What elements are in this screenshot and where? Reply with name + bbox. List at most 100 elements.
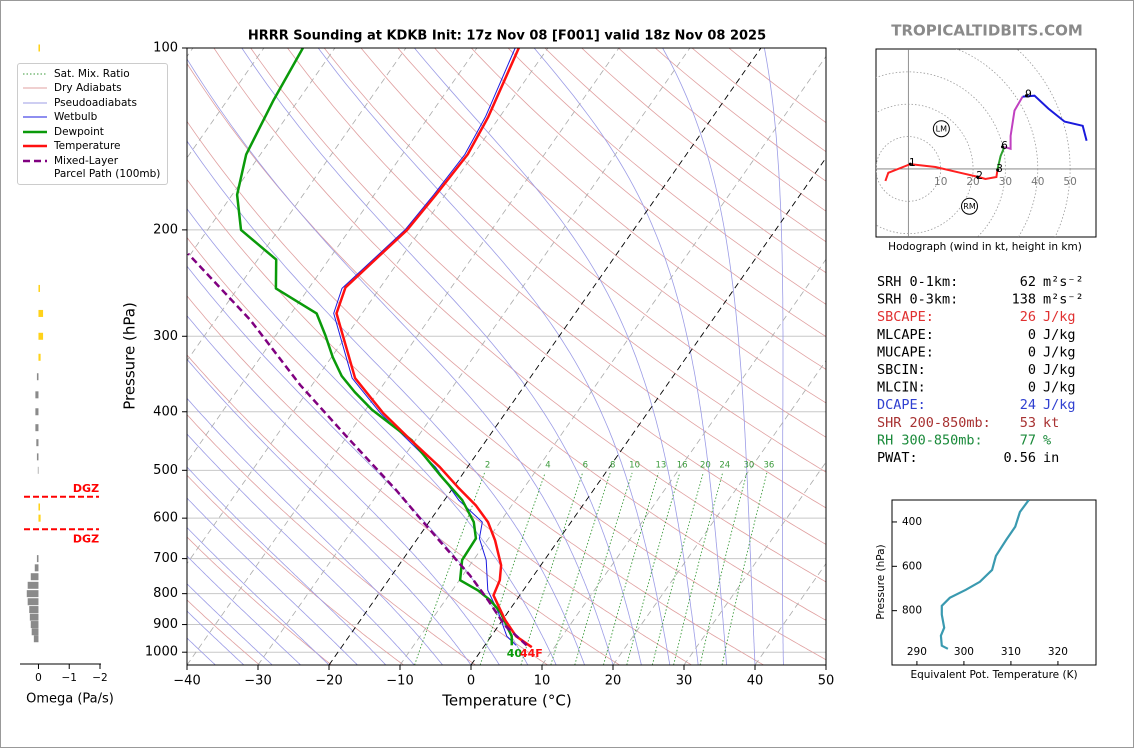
- x-tick-label: 10: [534, 674, 551, 689]
- omega-bar: [36, 555, 39, 563]
- x-tick-label: −20: [315, 674, 342, 689]
- mixing-ratio-label: 30: [743, 461, 754, 471]
- hodo-ring-label: 40: [1031, 176, 1044, 188]
- legend-entry: Wetbulb: [22, 111, 163, 124]
- legend-label: Dry Adiabats: [54, 82, 122, 94]
- legend-entry: Dry Adiabats: [22, 82, 163, 95]
- hodo-ring-label: 10: [934, 176, 947, 188]
- mixing-ratio-line: [574, 472, 633, 665]
- omega-bar: [38, 514, 41, 522]
- pseudoadiabat: [187, 397, 443, 665]
- hodo-ring-label: 20: [966, 176, 979, 188]
- x-tick-label: 0: [467, 674, 475, 689]
- height-label: 6: [1001, 140, 1008, 152]
- dry-adiabat: [187, 414, 476, 665]
- dry-adiabat: [187, 354, 548, 665]
- mixing-ratio-line: [651, 472, 704, 665]
- mixing-ratio-label: 2: [485, 461, 490, 471]
- pseudoadiabat: [187, 555, 301, 665]
- stat-label: PWAT:: [877, 450, 918, 466]
- dgz-label: DGZ: [73, 532, 99, 545]
- x-axis-label: Temperature (°C): [441, 692, 571, 710]
- pseudoadiabat: [241, 48, 642, 665]
- x-tick-label: −30: [244, 674, 271, 689]
- pseudoadiabat: [187, 527, 330, 665]
- stat-value: 0: [1028, 327, 1036, 343]
- height-marker: [976, 175, 980, 179]
- mixing-ratio-line: [414, 472, 485, 665]
- isotherm: [470, 157, 826, 665]
- storm-motion-marker: [961, 197, 978, 215]
- hodo-line: [1022, 94, 1088, 141]
- isotherm: [612, 360, 826, 665]
- dry-adiabat: [213, 48, 826, 583]
- pseudoadiabat: [764, 48, 784, 665]
- y-tick-label: 100: [153, 41, 178, 56]
- height-label: 9: [1025, 89, 1032, 101]
- legend-swatch: [23, 159, 47, 162]
- omega-bar: [27, 598, 39, 606]
- stat-value: 77: [1020, 432, 1036, 448]
- pseudoadiabat: [187, 58, 614, 665]
- mixing-ratio-label: 10: [629, 461, 640, 471]
- isotherm: [399, 55, 826, 665]
- height-label: 2: [976, 170, 983, 182]
- pseudoadiabat: [187, 466, 387, 665]
- theta-e-line: [939, 500, 1030, 650]
- pseudoadiabat: [187, 315, 500, 665]
- legend-swatch: [23, 144, 47, 148]
- dry-adiabat: [360, 48, 826, 438]
- legend: Sat. Mix. Ratio Dry Adiabats Pseudoadiabat…: [17, 63, 168, 185]
- stat-value: 24: [1020, 397, 1036, 413]
- y-tick-label: 600: [153, 511, 178, 526]
- profile-line: [335, 48, 533, 649]
- hodo-ring: [876, 71, 1006, 237]
- dry-adiabat: [187, 120, 826, 661]
- pseudoadiabat: [187, 433, 415, 665]
- mixing-ratio-line: [479, 472, 546, 665]
- stat-value: 0: [1028, 344, 1036, 360]
- dry-adiabat: [187, 536, 332, 665]
- omega-bar: [30, 573, 39, 581]
- pseudoadiabat: [187, 358, 472, 665]
- y-tick-label: 300: [153, 329, 178, 344]
- chart-title: HRRR Sounding at KDKB Init: 17z Nov 08 […: [248, 29, 766, 44]
- surface-temp-label: 44F: [520, 647, 543, 660]
- stat-unit: kt: [1043, 415, 1059, 431]
- dry-adiabat: [287, 48, 826, 509]
- mixing-ratio-label: 13: [655, 461, 666, 471]
- stat-value: 26: [1020, 309, 1036, 325]
- pseudoadiabat: [187, 610, 245, 665]
- stat-label: MLCIN:: [877, 380, 926, 396]
- legend-entry: Dewpoint: [22, 126, 163, 139]
- legend-label: Wetbulb: [54, 111, 98, 123]
- dgz-label: DGZ: [73, 482, 99, 495]
- omega-bar: [31, 628, 39, 636]
- hodograph-area: 10 20 30 40 50 1 2 3 6 9 LM RM: [876, 49, 1096, 237]
- omega-bar: [38, 503, 40, 511]
- omega-bar: [36, 373, 39, 381]
- omega-bar: [37, 466, 39, 474]
- y-tick-label: 600: [902, 560, 922, 572]
- dry-adiabat: [323, 48, 826, 473]
- stat-value: 0: [1028, 362, 1036, 378]
- omega-bar: [26, 590, 39, 598]
- theta-e-x-label: Equivalent Pot. Temperature (K): [910, 669, 1077, 681]
- storm-motion-label: LM: [936, 125, 947, 134]
- y-tick-label: 500: [153, 463, 178, 478]
- stat-label: DCAPE:: [877, 397, 926, 413]
- x-tick-label: 50: [818, 674, 835, 689]
- height-label: 3: [996, 163, 1003, 175]
- mixing-ratio-line: [550, 472, 611, 665]
- profile-line: [235, 48, 514, 646]
- stat-label: RH 300-850mb:: [877, 432, 983, 448]
- stat-value: 0: [1028, 380, 1036, 396]
- height-marker: [908, 162, 912, 166]
- stats-panel: SRH 0-1km: 62 m²s⁻² SRH 0-3km: 138 m²s⁻² SBCAP…: [877, 274, 1084, 466]
- mixing-ratio-label: 24: [719, 461, 730, 471]
- stat-unit: J/kg: [1043, 362, 1076, 378]
- dry-adiabat: [187, 474, 404, 665]
- hodo-ring-label: 50: [1063, 176, 1076, 188]
- mixing-ratio-line: [673, 472, 724, 665]
- dry-adiabat: [507, 48, 826, 305]
